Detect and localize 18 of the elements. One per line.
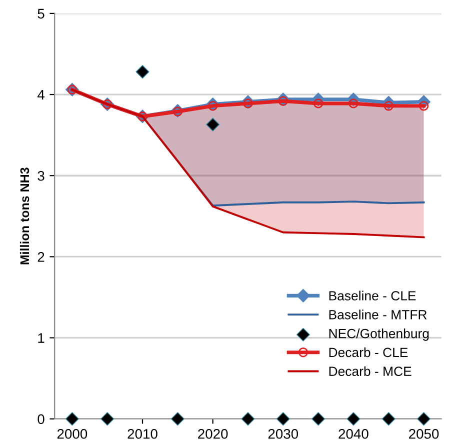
legend-label: Baseline - MTFR [329,310,427,320]
x-tick-label: 2000 [57,428,88,439]
y-axis-title: Million tons NH3 [20,168,30,264]
x-tick-label: 2050 [409,428,439,439]
legend-label: NEC/Gothenburg [329,328,429,341]
y-tick-label: 1 [38,333,44,343]
x-tick-label: 2030 [268,428,298,439]
y-tick-label: 2 [38,252,44,262]
y-tick-label: 0 [38,414,44,424]
x-tick-label: 2040 [338,428,368,439]
y-tick-label: 5 [38,8,44,19]
x-tick-label: 2010 [128,428,158,439]
x-tick-label: 2020 [198,428,228,439]
legend-label: Decarb - MCE [329,366,412,376]
legend-label: Decarb - CLE [329,347,408,358]
legend-label: Baseline - CLE [329,290,416,300]
y-tick-label: 3 [38,170,44,181]
y-tick-label: 4 [37,90,44,100]
